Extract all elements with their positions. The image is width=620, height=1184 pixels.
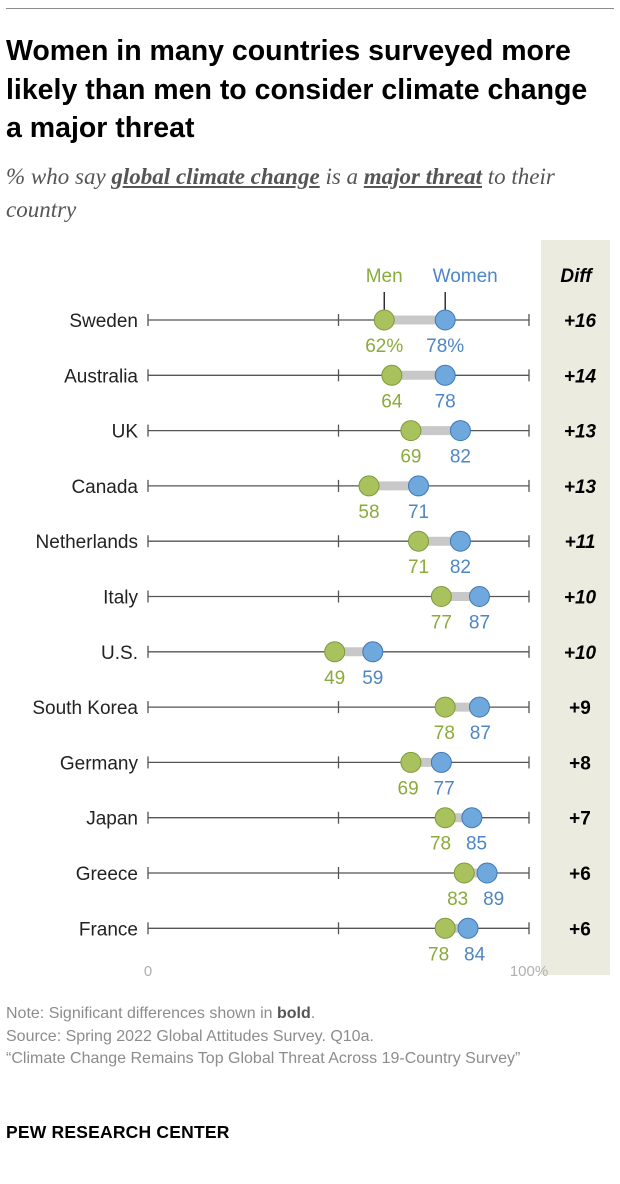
men-dot (400, 420, 422, 442)
men-dot (358, 475, 380, 497)
note-prefix: Note: Significant differences shown in (6, 1005, 277, 1022)
diff-value: +6 (569, 864, 591, 885)
men-dot (373, 309, 395, 331)
women-value-label: 77 (434, 778, 455, 799)
men-value-label: 78 (434, 723, 455, 744)
men-value-label: 78 (428, 944, 449, 965)
men-value-label: 69 (398, 778, 419, 799)
diff-value: +9 (569, 698, 591, 719)
men-dot (430, 586, 452, 607)
men-dot (400, 751, 422, 773)
men-value-label: 78 (430, 834, 451, 855)
women-dot (457, 917, 479, 939)
women-value-label: 59 (362, 668, 383, 689)
men-value-label: 64 (381, 391, 403, 412)
women-dot (476, 862, 498, 884)
report-title-line: “Climate Change Remains Top Global Threa… (6, 1050, 521, 1067)
dot-chart: Diff Men Women Sweden 62% 78% +16 Australia 64 78… (32, 240, 610, 980)
diff-value: +10 (564, 588, 597, 609)
women-value-label: 82 (450, 557, 471, 578)
women-value-label: 78% (426, 336, 464, 357)
chart-title: Women in many countries surveyed more li… (6, 35, 588, 144)
subtitle-term-major-threat: major threat (363, 164, 482, 189)
country-label: Netherlands (36, 532, 138, 553)
country-label: UK (112, 422, 139, 443)
women-dot (434, 364, 456, 386)
men-dot (408, 530, 430, 552)
women-value-label: 71 (408, 502, 429, 523)
legend-men: Men (366, 266, 403, 287)
country-label: Germany (60, 753, 139, 774)
source-line: Source: Spring 2022 Global Attitudes Sur… (6, 1027, 374, 1045)
diff-value: +13 (564, 422, 597, 443)
diff-value: +14 (564, 366, 597, 387)
diff-value: +13 (564, 477, 597, 498)
note-suffix: . (310, 1005, 316, 1022)
women-dot (434, 309, 456, 331)
x-tick-label-100: 100% (510, 963, 548, 980)
women-dot (461, 807, 483, 829)
diff-value: +7 (569, 809, 591, 830)
country-label: Australia (64, 366, 138, 387)
women-dot (468, 696, 490, 718)
men-value-label: 77 (431, 613, 452, 634)
diff-header: Diff (560, 266, 593, 287)
men-value-label: 62% (365, 336, 403, 357)
country-label: South Korea (32, 698, 138, 719)
diff-panel (541, 240, 610, 975)
women-value-label: 85 (466, 834, 487, 855)
men-dot (453, 862, 475, 884)
men-dot (434, 807, 456, 829)
chart-subtitle: % who say global climate change is a maj… (6, 160, 616, 226)
diff-value: +16 (564, 311, 597, 332)
diff-value: +10 (564, 643, 597, 664)
men-value-label: 83 (447, 889, 468, 910)
men-dot (324, 641, 346, 663)
women-dot (430, 751, 452, 773)
women-dot (362, 641, 384, 663)
women-value-label: 84 (464, 944, 486, 965)
women-value-label: 87 (470, 723, 491, 744)
women-value-label: 87 (469, 613, 490, 634)
subtitle-suffix: to their country (6, 164, 555, 222)
notes-block: Note: Significant differences shown in b… (6, 1003, 606, 1071)
country-label: Japan (86, 809, 138, 830)
women-value-label: 78 (435, 391, 456, 412)
subtitle-middle: is a (319, 164, 364, 189)
country-label: Canada (71, 477, 138, 498)
men-dot (434, 696, 456, 718)
women-dot (449, 530, 471, 552)
diff-value: +6 (569, 919, 591, 940)
subtitle-prefix: % who say (6, 164, 112, 189)
diff-value: +11 (565, 532, 596, 553)
note-line: Note: Significant differences shown in b… (6, 1003, 606, 1026)
men-value-label: 71 (408, 557, 429, 578)
men-value-label: 49 (324, 668, 345, 689)
men-dot (381, 364, 403, 386)
women-dot (449, 420, 471, 442)
men-value-label: 69 (400, 447, 421, 468)
subtitle-term-global-climate-change: global climate change (111, 164, 320, 189)
x-tick-label-0: 0 (144, 963, 152, 980)
legend-women: Women (433, 266, 498, 287)
women-dot (468, 586, 490, 607)
top-rule (6, 8, 614, 9)
country-label: Greece (76, 864, 138, 885)
country-label: Sweden (69, 311, 138, 332)
women-value-label: 89 (483, 889, 504, 910)
women-value-label: 82 (450, 447, 471, 468)
pew-brand: PEW RESEARCH CENTER (6, 1122, 230, 1142)
note-bold-word: bold (276, 1005, 311, 1022)
men-value-label: 58 (358, 502, 379, 523)
country-label: U.S. (101, 643, 138, 664)
diff-value: +8 (569, 753, 591, 774)
country-label: Italy (103, 588, 138, 609)
women-dot (408, 475, 430, 497)
men-dot (434, 917, 456, 939)
country-label: France (79, 919, 138, 940)
